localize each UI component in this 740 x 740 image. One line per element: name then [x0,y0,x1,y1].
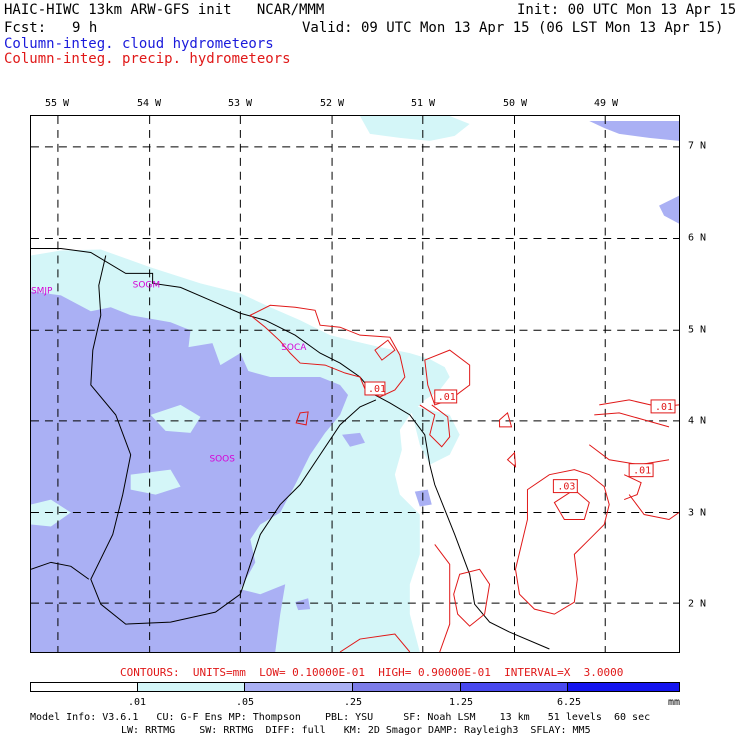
forecast-hour: 9 h [72,20,98,36]
lat-label: 7 N [688,140,707,152]
lon-label: 51 W [410,98,436,109]
svg-text:.01: .01 [368,384,386,395]
precip-contours [249,304,679,652]
svg-text:.01: .01 [655,402,673,413]
colorbar-tick: 1.25 [448,697,474,708]
field-precip-label: Column-integ. precip. hydrometeors [4,51,291,67]
lat-label: 5 N [688,324,707,336]
colorbar-tick: .05 [235,697,255,708]
lon-label: 55 W [44,98,70,109]
lat-lon-grid [31,116,679,652]
colorbar-tick: 6.25 [556,697,582,708]
contour-label-box: .01 .01 .01 .01 .03 [364,381,676,494]
colorbar [30,682,680,692]
colorbar-bin [568,683,680,691]
colorbar-bin [137,683,246,691]
svg-text:.01: .01 [438,392,456,403]
lon-label: 53 W [227,98,253,109]
coastline-borders [31,248,550,650]
colorbar-bin [31,683,138,691]
colorbar-bin [460,683,569,691]
lon-label: 54 W [136,98,162,109]
station-label: SOOS [209,455,235,465]
colorbar-tick: .25 [343,697,363,708]
lon-label: 52 W [319,98,345,109]
svg-text:.01: .01 [633,466,651,477]
colorbar-units: mm [667,697,681,708]
cloud-field-medium [31,120,679,652]
init-time: Init: 00 UTC Mon 13 Apr 15 [517,2,737,18]
station-label: SOCA [281,343,307,353]
plot-title: HAIC-HIWC 13km ARW-GFS init NCAR/MMM [4,2,325,18]
lat-label: 2 N [688,598,707,610]
lat-label: 3 N [688,507,707,519]
lon-label: 49 W [593,98,619,109]
station-label: SOGM [133,280,160,290]
colorbar-bin [353,683,461,691]
valid-time: Valid: 09 UTC Mon 13 Apr 15 (06 LST Mon … [302,20,724,36]
colorbar-tick: .01 [127,697,147,708]
station-label: SMJP [31,286,53,296]
field-cloud-label: Column-integ. cloud hydrometeors [4,36,274,52]
lon-label: 50 W [502,98,528,109]
svg-text:.03: .03 [557,482,575,493]
colorbar-bin [245,683,354,691]
map-panel: SMJP SOGM SOCA SOOS .01 .01 .01 .01 .03 [30,115,680,653]
model-info-line2: LW: RRTMG SW: RRTMG DIFF: full KM: 2D Sm… [121,725,591,736]
model-info-line1: Model Info: V3.6.1 CU: G-F Ens MP: Thomp… [30,712,651,723]
forecast-label: Fcst: [4,20,47,36]
lat-label: 4 N [688,415,707,427]
lat-label: 6 N [688,232,707,244]
contour-info: CONTOURS: UNITS=mm LOW= 0.10000E-01 HIGH… [120,666,624,679]
